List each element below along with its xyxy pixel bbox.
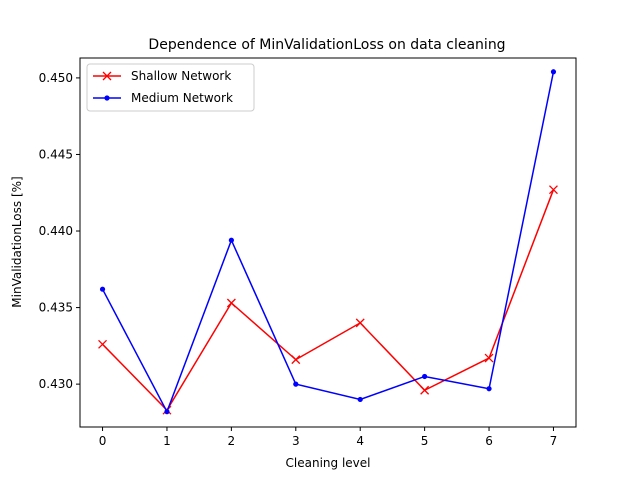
legend-box [86,63,255,112]
y-tick-label: 0.445 [39,147,73,161]
data-point [98,339,108,349]
data-point [293,381,299,387]
plot-frame [79,57,577,428]
x-tick-label: 5 [421,434,429,448]
data-point [226,298,236,308]
x-tick-label: 0 [99,434,107,448]
y-tick-label: 0.435 [39,301,73,315]
x-axis-title: Cleaning level [286,456,371,470]
y-axis: 0.430 0.435 0.440 0.445 0.450 [39,71,80,391]
y-tick-label: 0.450 [39,71,73,85]
chart-title: Dependence of MinValidationLoss on data … [148,37,505,53]
data-point [291,355,301,365]
data-point [550,69,557,75]
data-point [102,71,112,81]
data-point [164,409,170,415]
series-layer [98,69,558,415]
data-point [355,318,365,328]
x-tick-label: 7 [550,434,558,448]
data-point [228,237,234,243]
legend-entry: Medium Network [93,91,233,105]
data-point [99,286,106,292]
series-line [102,189,555,412]
x-tick-label: 6 [485,434,493,448]
data-point [548,185,558,195]
data-point [484,353,494,363]
series-medium-network [99,69,557,415]
x-tick-label: 1 [163,434,171,448]
data-point [420,385,430,395]
data-point [422,373,428,380]
data-point [104,95,110,101]
y-axis-title: MinValidationLoss [%] [10,176,24,307]
x-tick-label: 2 [228,434,236,448]
series-shallow-network [98,185,558,415]
x-tick-label: 3 [292,434,300,448]
legend-label: Shallow Network [131,69,231,83]
legend-label: Medium Network [131,91,233,105]
legend: Shallow Network Medium Network [86,63,255,112]
x-tick-label: 4 [356,434,364,448]
series-line [101,71,555,414]
y-tick-label: 0.430 [39,377,73,391]
y-tick-label: 0.440 [39,224,73,238]
legend-entry: Shallow Network [93,69,231,83]
data-point [357,396,363,403]
x-axis: 0 1 2 3 4 5 6 7 [99,427,558,448]
data-point [486,386,492,392]
